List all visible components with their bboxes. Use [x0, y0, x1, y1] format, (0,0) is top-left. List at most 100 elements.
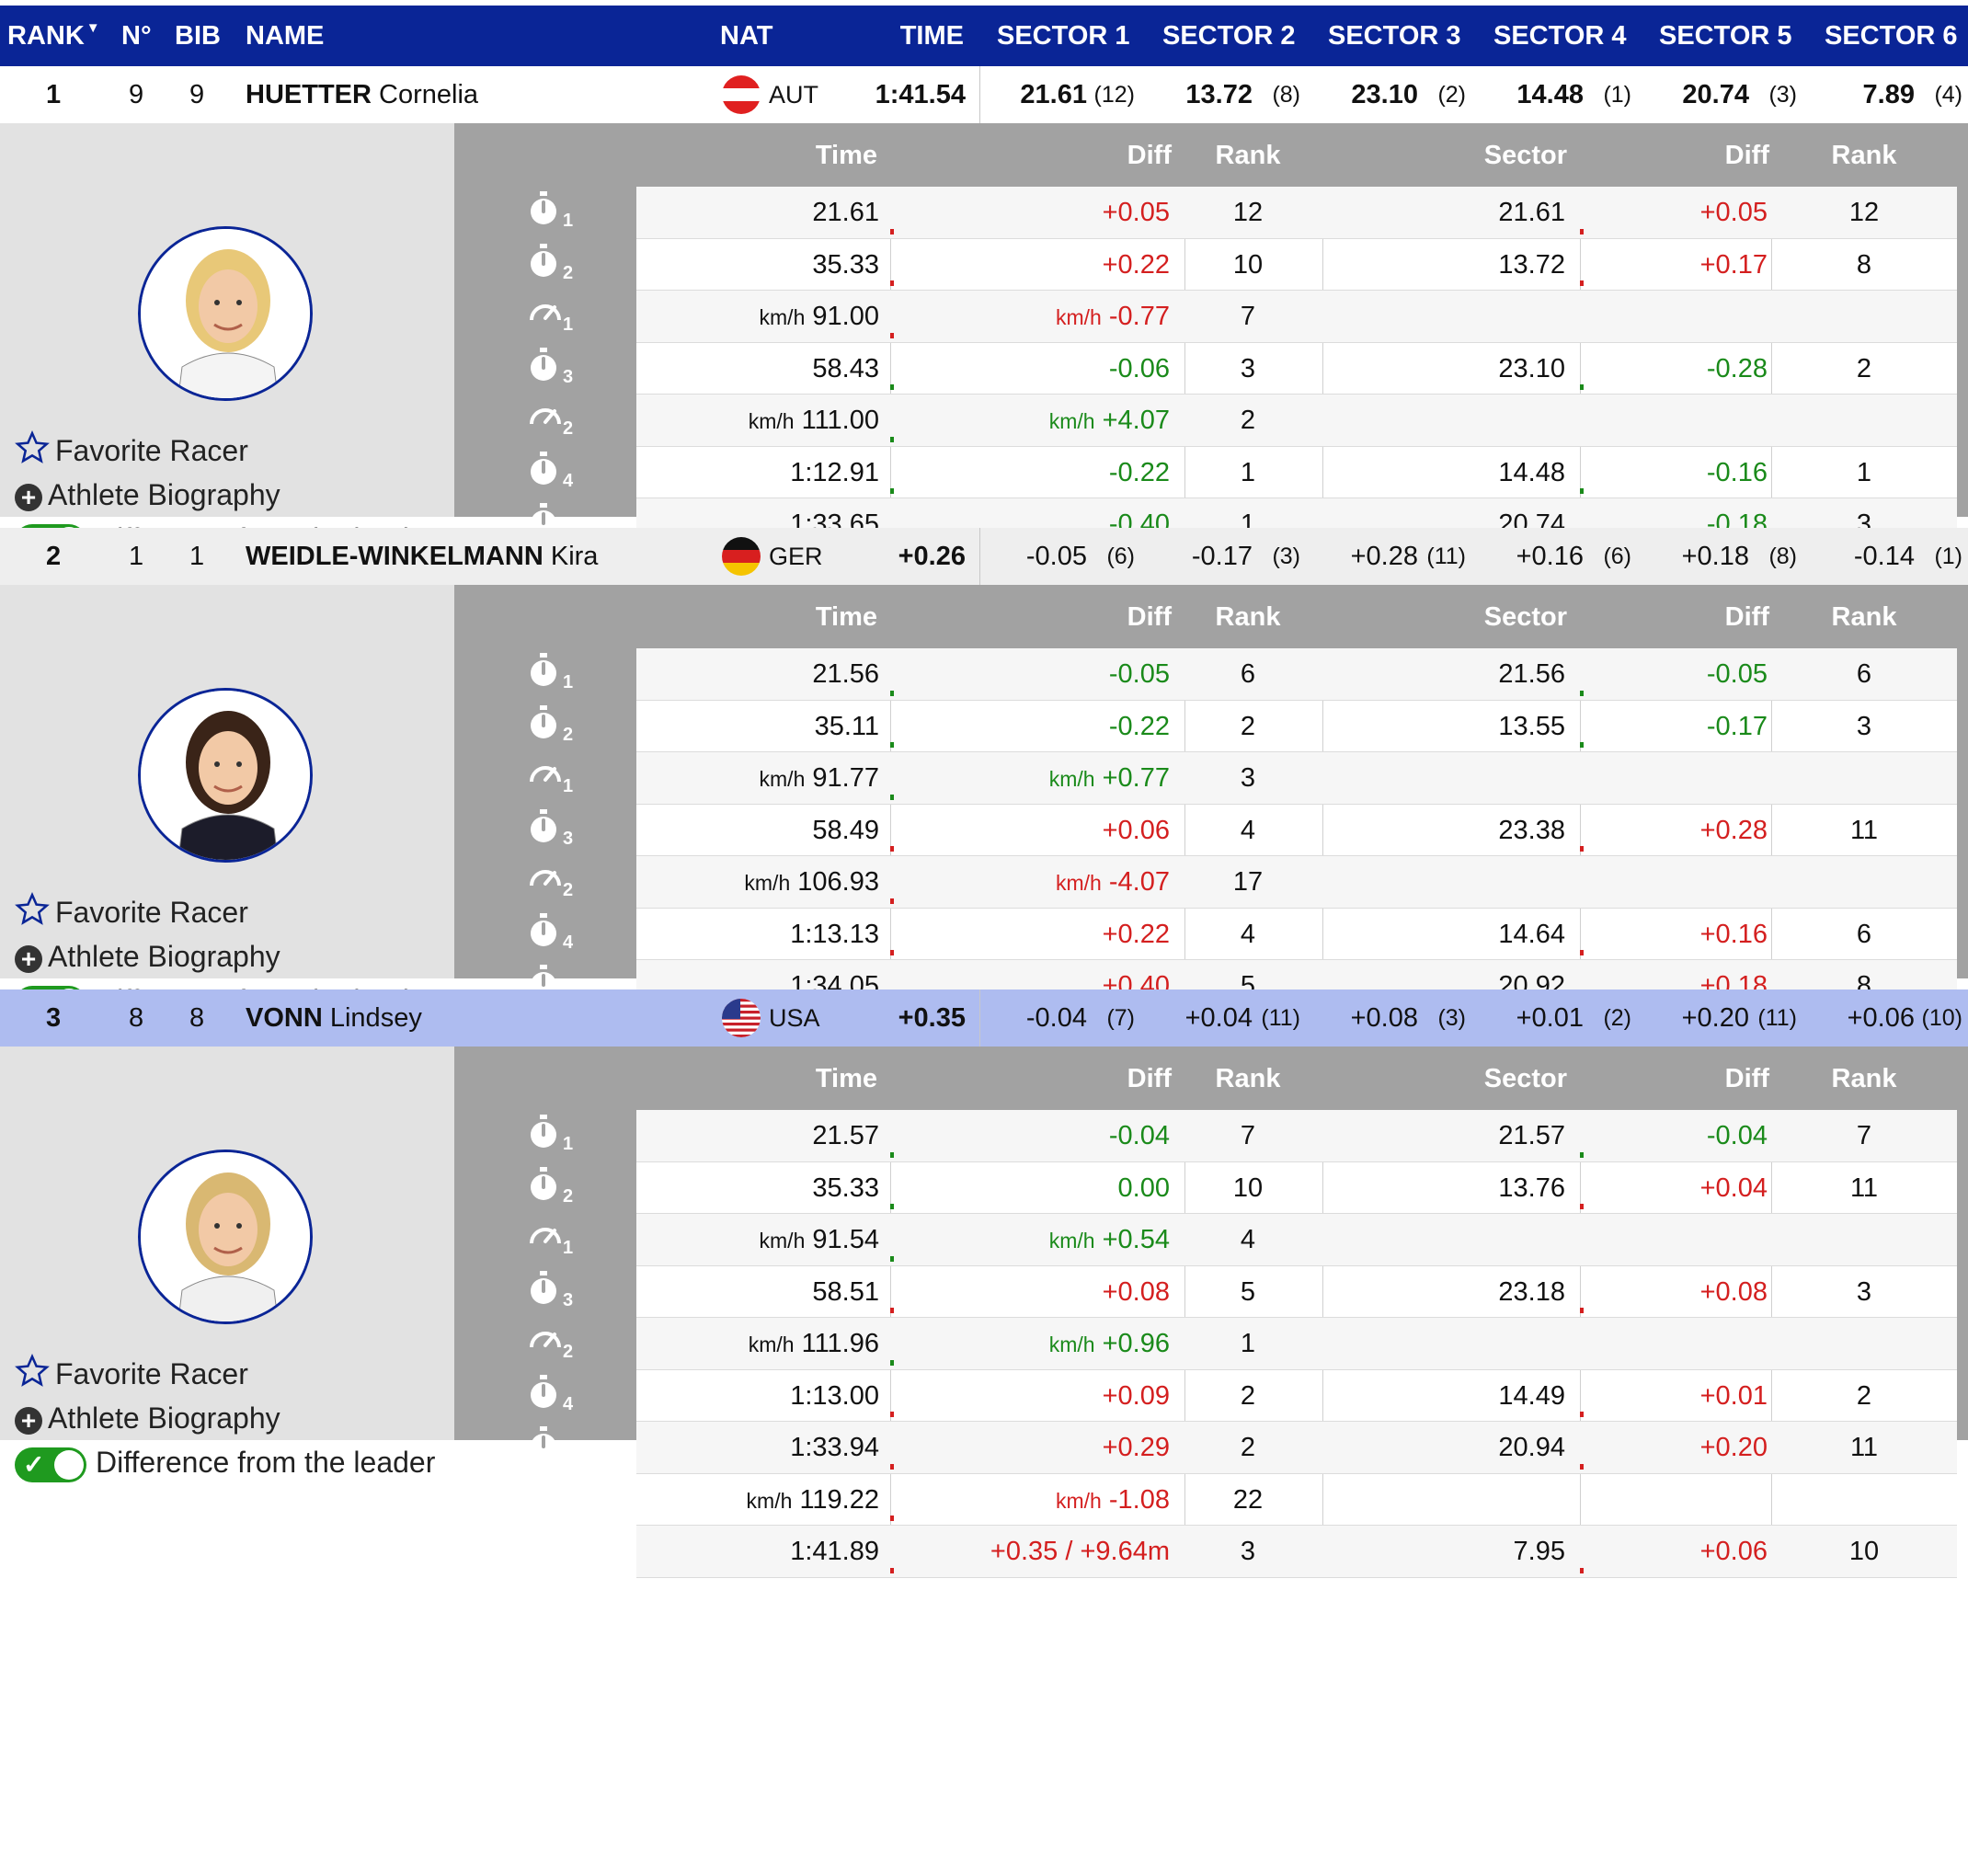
split-rank: 3	[1240, 763, 1256, 793]
name-column-header[interactable]: NAME	[246, 21, 325, 51]
sector-value: 21.61	[1020, 80, 1087, 109]
split-row: km/h 106.93 km/h -4.07 17	[636, 856, 1957, 909]
nat-column-header[interactable]: NAT	[720, 21, 773, 51]
split-rank: 22	[1232, 1484, 1264, 1515]
athlete-biography-link[interactable]: + Athlete Biography	[15, 936, 280, 977]
stopwatch-icon: 3	[528, 808, 573, 854]
sector-rank	[1781, 1474, 1947, 1526]
favorite-racer-link[interactable]: Favorite Racer	[15, 1354, 248, 1394]
star-icon	[15, 1354, 50, 1399]
bib-column-header[interactable]: BIB	[175, 21, 221, 51]
split-rank: 4	[1240, 815, 1256, 845]
sector-4-cell: +0.16 (6)	[1488, 528, 1635, 585]
sector-6-column-header[interactable]: SECTOR 6	[1825, 21, 1958, 51]
split-time: km/h 91.00	[636, 291, 879, 342]
athlete-photo[interactable]	[138, 1150, 313, 1324]
splits-table: 21.57 -0.04 7 21.57 -0.04 7 35.33 0.00 1…	[636, 1110, 1957, 1578]
athlete-biography-link[interactable]: + Athlete Biography	[15, 1398, 280, 1438]
split-index: 2	[563, 262, 574, 283]
sector-5-column-header[interactable]: SECTOR 5	[1659, 21, 1792, 51]
sector-diff-marker	[1580, 1308, 1584, 1313]
athlete-name[interactable]: VONN Lindsey	[246, 989, 422, 1047]
split-rank: 10	[1232, 249, 1264, 280]
athlete-biography-link[interactable]: + Athlete Biography	[15, 475, 280, 515]
rank-column-header[interactable]: RANK ▼	[7, 6, 100, 66]
sector-4-column-header[interactable]: SECTOR 4	[1493, 21, 1627, 51]
favorite-racer-label: Favorite Racer	[55, 434, 248, 467]
split-diff: -0.22	[903, 447, 1170, 498]
athlete-row[interactable]: 1 9 9 HUETTER Cornelia AUT 1:41.54 21.61…	[0, 66, 1968, 123]
diff-value: -0.22	[1108, 457, 1170, 487]
athlete-detail-panel: Favorite Racer +Athlete Biography ✓ Diffe…	[0, 1047, 1968, 1578]
sector-diff: +0.04	[1699, 1172, 1768, 1203]
diff-unit: km/h	[1055, 1488, 1102, 1513]
favorite-racer-label: Favorite Racer	[55, 896, 248, 929]
sector-rank	[1781, 856, 1947, 908]
diff-marker	[890, 1412, 894, 1417]
split-rank: 12	[1232, 198, 1264, 227]
diff-marker	[890, 690, 894, 696]
athlete-name[interactable]: WEIDLE-WINKELMANN Kira	[246, 528, 598, 585]
split-index: 3	[563, 1289, 574, 1310]
time-subheader: Time	[815, 141, 877, 170]
split-time: km/h 106.93	[636, 856, 879, 908]
diff-value: 0.00	[1117, 1172, 1170, 1203]
bib-cell: 9	[189, 80, 205, 109]
favorite-racer-link[interactable]: Favorite Racer	[15, 892, 248, 932]
sector-rank	[1781, 752, 1947, 804]
split-time: km/h 91.54	[636, 1214, 879, 1265]
diff-value: +4.07	[1102, 406, 1170, 435]
rank-cell: 1	[46, 80, 62, 109]
sector-time: 23.38	[1498, 815, 1565, 845]
athlete-photo[interactable]	[138, 688, 313, 863]
diff-value: +0.22	[1102, 919, 1170, 949]
time-value: 119.22	[799, 1484, 879, 1515]
sector-1-column-header[interactable]: SECTOR 1	[997, 21, 1130, 51]
sector-diff-marker	[1580, 488, 1584, 494]
split-index: 2	[563, 1185, 574, 1207]
time-column-header[interactable]: TIME	[899, 21, 964, 51]
split-index: 4	[563, 932, 574, 953]
split-rank: 7	[1240, 302, 1256, 331]
sector-diff	[1584, 1214, 1768, 1265]
diff-marker	[890, 846, 894, 852]
athlete-name[interactable]: HUETTER Cornelia	[246, 66, 478, 123]
split-row: km/h 111.00 km/h +4.07 2	[636, 395, 1957, 447]
difference-from-leader-label: Difference from the leader	[96, 1446, 436, 1479]
sector-time	[1335, 1318, 1565, 1369]
sector-diff	[1584, 1318, 1768, 1369]
split-rank: 2	[1240, 1433, 1256, 1462]
athlete-photo[interactable]	[138, 226, 313, 401]
sector-diff: -0.04	[1706, 1121, 1768, 1150]
diff-marker	[890, 1516, 894, 1521]
split-row: km/h 91.77 km/h +0.77 3	[636, 752, 1957, 805]
split-index: 2	[563, 724, 574, 745]
time-value: 21.56	[812, 659, 879, 689]
sector-time	[1335, 856, 1565, 908]
sector-2-column-header[interactable]: SECTOR 2	[1162, 21, 1296, 51]
split-index: 3	[563, 1497, 574, 1518]
sector-diff-marker	[1580, 690, 1584, 696]
athlete-row[interactable]: 3 8 8 VONN Lindsey USA +0.35 -0.04 (7) +…	[0, 989, 1968, 1047]
favorite-racer-link[interactable]: Favorite Racer	[15, 430, 248, 471]
sector-value: 14.48	[1516, 80, 1584, 109]
athlete-detail-panel: Favorite Racer +Athlete Biography ✓Diffe…	[0, 123, 1968, 655]
sector-rank: 7	[1856, 1121, 1872, 1150]
toggle-switch[interactable]: ✓	[15, 1447, 86, 1482]
speedometer-icon: 1	[528, 756, 573, 802]
no-column-header[interactable]: N°	[121, 21, 152, 51]
split-diff: km/h +0.77	[903, 752, 1170, 804]
usa-flag-icon	[722, 999, 761, 1037]
athlete-row[interactable]: 2 1 1 WEIDLE-WINKELMANN Kira GER +0.26 -…	[0, 528, 1968, 585]
time-value: 111.96	[801, 1329, 879, 1358]
sector-rank: 11	[1849, 815, 1879, 845]
rank-cell: 3	[46, 1003, 62, 1033]
difference-from-leader-toggle[interactable]: ✓ Difference from the leader	[15, 1442, 435, 1482]
sector-diff	[1584, 395, 1768, 446]
time-subheader: Time	[815, 602, 877, 632]
diff-value: -0.06	[1108, 353, 1170, 383]
sector-value: 23.10	[1351, 80, 1418, 109]
split-time: 35.33	[636, 239, 879, 291]
sector-3-column-header[interactable]: SECTOR 3	[1328, 21, 1461, 51]
sector-diff-marker	[1580, 228, 1584, 234]
